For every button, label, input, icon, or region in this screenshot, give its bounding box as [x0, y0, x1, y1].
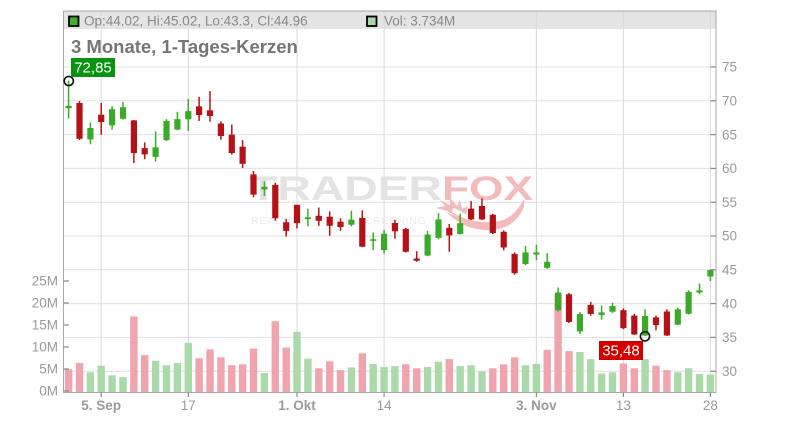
- svg-text:Vol: 3.734M: Vol: 3.734M: [384, 14, 455, 29]
- svg-text:0M: 0M: [39, 384, 58, 399]
- svg-text:30: 30: [722, 364, 737, 379]
- svg-text:5M: 5M: [39, 362, 58, 377]
- svg-text:75: 75: [722, 60, 737, 75]
- svg-text:35: 35: [722, 330, 737, 345]
- svg-text:60: 60: [722, 161, 737, 176]
- svg-text:10M: 10M: [32, 340, 58, 355]
- svg-text:15M: 15M: [32, 318, 58, 333]
- svg-text:TRADER: TRADER: [249, 170, 442, 208]
- svg-text:50: 50: [722, 229, 737, 244]
- svg-text:FOX: FOX: [442, 170, 533, 208]
- svg-text:72,85: 72,85: [74, 60, 112, 77]
- svg-text:65: 65: [722, 127, 737, 142]
- svg-text:45: 45: [722, 263, 737, 278]
- svg-text:20M: 20M: [32, 296, 58, 311]
- svg-text:35,48: 35,48: [602, 343, 640, 360]
- svg-text:40: 40: [722, 296, 737, 311]
- svg-text:1. Okt: 1. Okt: [278, 398, 316, 413]
- svg-text:70: 70: [722, 94, 737, 109]
- svg-text:Op:44.02, Hi:45.02, Lo:43.3, C: Op:44.02, Hi:45.02, Lo:43.3, Cl:44.96: [84, 14, 308, 29]
- svg-text:13: 13: [616, 398, 631, 413]
- svg-text:55: 55: [722, 195, 737, 210]
- svg-text:17: 17: [181, 398, 196, 413]
- svg-text:3. Nov: 3. Nov: [516, 398, 557, 413]
- svg-text:28: 28: [703, 398, 718, 413]
- svg-text:14: 14: [377, 398, 393, 413]
- svg-text:5. Sep: 5. Sep: [81, 398, 121, 413]
- svg-text:3 Monate, 1-Tages-Kerzen: 3 Monate, 1-Tages-Kerzen: [71, 36, 298, 57]
- svg-text:25M: 25M: [32, 274, 58, 289]
